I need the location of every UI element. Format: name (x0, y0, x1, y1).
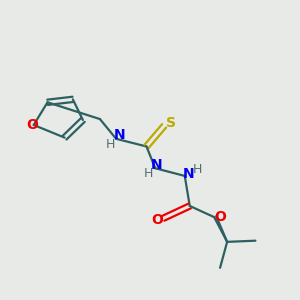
Text: N: N (182, 167, 194, 181)
Text: H: H (192, 163, 202, 176)
Text: H: H (143, 167, 153, 180)
Text: N: N (151, 158, 163, 172)
Text: S: S (166, 116, 176, 130)
Text: O: O (151, 213, 163, 227)
Text: H: H (106, 138, 115, 151)
Text: N: N (114, 128, 125, 142)
Text: O: O (214, 210, 226, 224)
Text: O: O (26, 118, 38, 132)
